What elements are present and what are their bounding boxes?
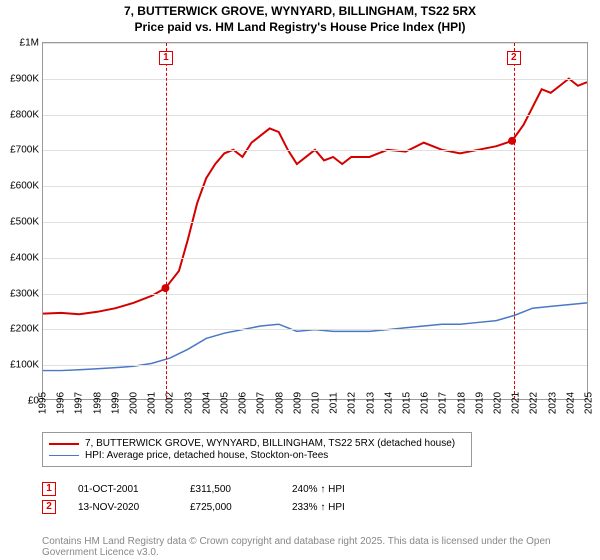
sale-marker-box: 2	[507, 51, 521, 65]
x-tick-label: 2003	[183, 392, 194, 414]
y-tick-label: £500K	[10, 217, 39, 228]
x-tick-label: 2020	[493, 392, 504, 414]
y-tick-label: £600K	[10, 181, 39, 192]
x-tick-label: 2016	[420, 392, 431, 414]
series-hpi	[43, 303, 587, 371]
gridline	[43, 329, 587, 330]
title-line1: 7, BUTTERWICK GROVE, WYNYARD, BILLINGHAM…	[0, 4, 600, 20]
x-tick-label: 1998	[92, 392, 103, 414]
sale-table: 1 01-OCT-2001 £311,500 240% ↑ HPI 2 13-NOV-20…	[42, 478, 345, 518]
y-tick-label: £200K	[10, 324, 39, 335]
x-tick-label: 2000	[129, 392, 140, 414]
sale-hpi-pct: 240% ↑ HPI	[292, 484, 345, 495]
x-tick-label: 2014	[383, 392, 394, 414]
legend-swatch	[49, 443, 79, 445]
x-tick-label: 2015	[402, 392, 413, 414]
gridline	[43, 186, 587, 187]
legend-row: HPI: Average price, detached house, Stoc…	[49, 450, 465, 461]
gridline	[43, 365, 587, 366]
sale-marker-line	[514, 43, 515, 399]
legend-swatch	[49, 455, 79, 456]
y-tick-label: £100K	[10, 360, 39, 371]
chart-title: 7, BUTTERWICK GROVE, WYNYARD, BILLINGHAM…	[0, 0, 600, 35]
x-tick-label: 2011	[329, 392, 340, 414]
x-tick-label: 2022	[529, 392, 540, 414]
sale-date: 13-NOV-2020	[78, 502, 168, 513]
x-tick-label: 2023	[547, 392, 558, 414]
x-tick-label: 2010	[311, 392, 322, 414]
y-tick-label: £900K	[10, 73, 39, 84]
gridline	[43, 79, 587, 80]
x-tick-label: 2021	[511, 392, 522, 414]
sale-marker-dot	[508, 137, 516, 145]
gridline	[43, 115, 587, 116]
x-tick-label: 1995	[38, 392, 49, 414]
x-tick-label: 2004	[201, 392, 212, 414]
legend: 7, BUTTERWICK GROVE, WYNYARD, BILLINGHAM…	[42, 432, 472, 467]
y-tick-label: £300K	[10, 288, 39, 299]
x-tick-label: 2012	[347, 392, 358, 414]
legend-label: HPI: Average price, detached house, Stoc…	[85, 450, 328, 461]
y-tick-label: £400K	[10, 252, 39, 263]
sale-marker-line	[166, 43, 167, 399]
gridline	[43, 294, 587, 295]
sale-row: 1 01-OCT-2001 £311,500 240% ↑ HPI	[42, 482, 345, 496]
chart-plot-area: £0£100K£200K£300K£400K£500K£600K£700K£80…	[42, 42, 588, 400]
attribution-text: Contains HM Land Registry data © Crown c…	[42, 536, 600, 558]
x-tick-label: 1996	[56, 392, 67, 414]
y-tick-label: £800K	[10, 109, 39, 120]
x-tick-label: 2017	[438, 392, 449, 414]
sale-row-marker: 1	[42, 482, 56, 496]
x-tick-label: 2025	[584, 392, 595, 414]
legend-label: 7, BUTTERWICK GROVE, WYNYARD, BILLINGHAM…	[85, 438, 455, 449]
y-tick-label: £1M	[20, 38, 39, 49]
gridline	[43, 258, 587, 259]
sale-row: 2 13-NOV-2020 £725,000 233% ↑ HPI	[42, 500, 345, 514]
x-tick-label: 2013	[365, 392, 376, 414]
x-tick-label: 2019	[474, 392, 485, 414]
gridline	[43, 150, 587, 151]
gridline	[43, 43, 587, 44]
x-tick-label: 2018	[456, 392, 467, 414]
x-tick-label: 1999	[110, 392, 121, 414]
chart-svg	[43, 43, 587, 399]
sale-price: £725,000	[190, 502, 270, 513]
x-tick-label: 2009	[292, 392, 303, 414]
sale-marker-box: 1	[159, 51, 173, 65]
x-tick-label: 2005	[220, 392, 231, 414]
sale-hpi-pct: 233% ↑ HPI	[292, 502, 345, 513]
sale-date: 01-OCT-2001	[78, 484, 168, 495]
x-tick-label: 2008	[274, 392, 285, 414]
x-tick-label: 2001	[147, 392, 158, 414]
sale-row-marker: 2	[42, 500, 56, 514]
x-tick-label: 1997	[74, 392, 85, 414]
title-line2: Price paid vs. HM Land Registry's House …	[0, 20, 600, 36]
sale-price: £311,500	[190, 484, 270, 495]
gridline	[43, 222, 587, 223]
x-tick-label: 2006	[238, 392, 249, 414]
x-tick-label: 2024	[565, 392, 576, 414]
legend-row: 7, BUTTERWICK GROVE, WYNYARD, BILLINGHAM…	[49, 438, 465, 449]
x-tick-label: 2007	[256, 392, 267, 414]
y-tick-label: £700K	[10, 145, 39, 156]
